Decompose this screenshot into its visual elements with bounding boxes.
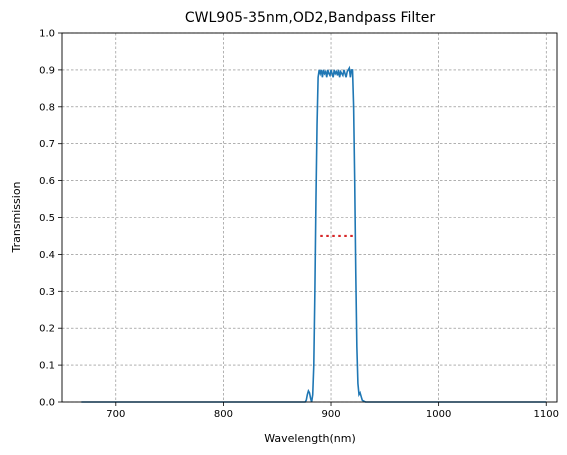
x-tick-label: 1100	[534, 409, 559, 420]
chart-title: CWL905-35nm,OD2,Bandpass Filter	[185, 10, 435, 26]
y-tick-label: 0.4	[39, 250, 55, 261]
y-tick-label: 0.1	[39, 361, 55, 372]
y-tick-label: 0.0	[39, 398, 55, 409]
y-tick-label: 1.0	[39, 29, 55, 40]
y-axis-label: Transmission	[10, 181, 23, 253]
y-tick-label: 0.9	[39, 65, 55, 76]
x-axis-label: Wavelength(nm)	[264, 432, 356, 445]
y-tick-label: 0.3	[39, 287, 55, 298]
y-tick-label: 0.8	[39, 102, 55, 113]
y-tick-label: 0.6	[39, 176, 55, 187]
x-tick-label: 800	[214, 409, 233, 420]
x-tick-label: 1000	[426, 409, 451, 420]
tick-layer: 700 800 900 1000 1100 0.0 0.1 0.2 0.3 0.4 0.5 0.6 0.…	[39, 29, 559, 421]
y-tick-label: 0.7	[39, 139, 55, 150]
x-tick-label: 900	[321, 409, 340, 420]
x-tick-label: 700	[106, 409, 125, 420]
grid-layer	[62, 32, 557, 403]
series-line-transmission	[81, 65, 547, 403]
y-tick-label: 0.5	[39, 213, 55, 224]
y-tick-label: 0.2	[39, 324, 55, 335]
